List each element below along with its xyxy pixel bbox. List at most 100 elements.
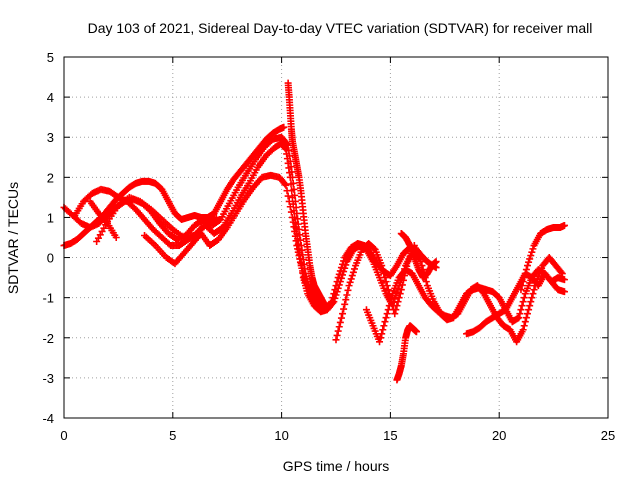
- data-point: [379, 326, 387, 334]
- y-tick-label: 1: [47, 210, 54, 225]
- series-track-11: [517, 221, 568, 294]
- data-point: [280, 123, 288, 131]
- data-point: [557, 268, 565, 276]
- data-point: [332, 291, 340, 299]
- data-point: [521, 318, 529, 326]
- data-point: [342, 296, 350, 304]
- data-point: [288, 193, 296, 201]
- data-point: [343, 291, 351, 299]
- data-point: [337, 274, 345, 282]
- x-tick-label: 20: [492, 428, 506, 443]
- data-point: [528, 294, 536, 302]
- data-point: [335, 323, 343, 331]
- x-axis-label: GPS time / hours: [283, 458, 390, 474]
- data-point: [332, 336, 340, 344]
- data-point: [518, 282, 526, 290]
- data-point: [522, 266, 530, 274]
- data-point: [413, 328, 421, 336]
- data-point: [336, 318, 344, 326]
- data-point: [383, 282, 391, 290]
- data-point: [515, 314, 523, 322]
- y-tick-label: 5: [47, 50, 54, 65]
- data-point: [560, 276, 568, 284]
- data-point: [393, 288, 401, 296]
- data-point: [340, 268, 348, 276]
- y-tick-label: -1: [42, 291, 54, 306]
- data-point: [382, 314, 390, 322]
- data-point: [340, 305, 348, 313]
- data-point: [432, 258, 440, 266]
- series-track-5: [284, 79, 329, 310]
- series-track-8: [393, 322, 421, 384]
- data-point: [346, 278, 354, 286]
- data-point: [337, 314, 345, 322]
- data-point: [380, 322, 388, 330]
- series-track-12: [93, 193, 220, 246]
- data-point: [339, 310, 347, 318]
- data-point: [525, 258, 533, 266]
- data-point: [516, 310, 524, 318]
- data-point: [286, 173, 294, 181]
- data-point: [281, 180, 289, 188]
- data-point: [282, 181, 290, 189]
- data-point: [285, 197, 293, 205]
- data-point: [329, 299, 337, 307]
- data-point: [384, 306, 392, 314]
- x-tick-label: 10: [274, 428, 288, 443]
- data-point: [392, 306, 400, 314]
- data-point: [336, 278, 344, 286]
- data-point: [334, 284, 342, 292]
- data-point: [350, 265, 358, 273]
- y-tick-label: 2: [47, 170, 54, 185]
- data-point: [396, 290, 404, 298]
- data-point: [385, 302, 393, 310]
- data-point: [283, 187, 291, 195]
- data-point: [384, 286, 392, 294]
- series-track-7: [362, 254, 566, 346]
- data-point: [521, 270, 529, 278]
- data-point: [395, 294, 403, 302]
- x-tick-label: 25: [601, 428, 615, 443]
- y-axis-label: SDTVAR / TECUs: [5, 182, 21, 294]
- series-track-1: [60, 123, 288, 250]
- data-point: [331, 294, 339, 302]
- data-point: [517, 286, 525, 294]
- axis-ticks: 0 5 10 15 20 25 -4 -3 -2 -1 0 1 2 3 4 5: [42, 50, 615, 443]
- data-point: [286, 203, 294, 211]
- x-tick-label: 0: [60, 428, 67, 443]
- data-point: [378, 262, 386, 270]
- data-point: [529, 245, 537, 253]
- y-tick-label: 0: [47, 251, 54, 266]
- series-track-9: [397, 229, 440, 282]
- data-point: [341, 264, 349, 272]
- data-point: [287, 180, 295, 188]
- data-point: [349, 268, 357, 276]
- data-point: [347, 275, 355, 283]
- data-point: [381, 274, 389, 282]
- x-tick-label: 15: [383, 428, 397, 443]
- data-point: [387, 294, 395, 302]
- data-point: [527, 298, 535, 306]
- data-point: [381, 318, 389, 326]
- y-tick-label: -4: [42, 411, 54, 426]
- data-point: [333, 331, 341, 339]
- data-point: [393, 302, 401, 310]
- data-point: [212, 213, 220, 221]
- data-point: [344, 286, 352, 294]
- data-point: [397, 286, 405, 294]
- y-tick-label: 3: [47, 130, 54, 145]
- data-point: [528, 248, 536, 256]
- data-point: [287, 208, 295, 216]
- data-point: [523, 262, 531, 270]
- data-point: [370, 245, 378, 253]
- series-track-13: [86, 197, 120, 241]
- data-point: [345, 282, 353, 290]
- data-point: [519, 278, 527, 286]
- data-point: [520, 274, 528, 282]
- data-point: [341, 300, 349, 308]
- data-point: [382, 278, 390, 286]
- data-point: [386, 298, 394, 306]
- y-tick-label: -3: [42, 371, 54, 386]
- data-point: [339, 271, 347, 279]
- data-point: [518, 302, 526, 310]
